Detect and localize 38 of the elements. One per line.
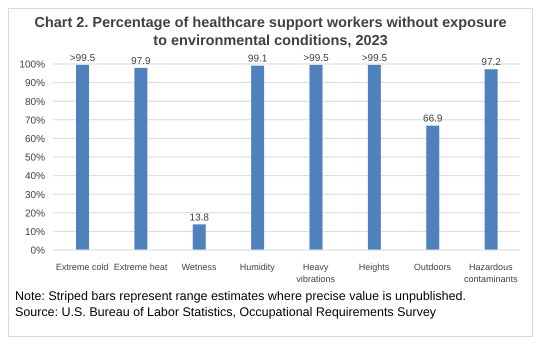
bar [134, 68, 148, 250]
y-tick-label: 0% [30, 246, 46, 257]
x-tick-label: Humidity [240, 262, 276, 272]
data-label: >99.5 [362, 52, 388, 64]
data-label: >99.5 [70, 52, 96, 64]
bar [368, 64, 381, 250]
bar [251, 66, 264, 250]
chart-title: Chart 2. Percentage of healthcare support workers without exposure to environmental conditions, 2023 [33, 14, 508, 50]
x-tick-label: Wetness [182, 262, 217, 272]
data-label: 13.8 [190, 212, 210, 224]
y-tick-label: 80% [24, 96, 46, 108]
data-label: 97.2 [481, 57, 502, 68]
data-label: >99.5 [303, 52, 330, 64]
bar [484, 69, 498, 250]
y-tick-label: 40% [24, 171, 46, 182]
y-tick-label: 70% [24, 115, 46, 126]
bar [192, 224, 206, 250]
data-label: 99.1 [248, 54, 268, 65]
x-tick-label: Hazardous contaminants [464, 262, 518, 284]
bar [76, 64, 89, 250]
y-tick-label: 20% [24, 208, 46, 220]
y-tick-label: 100% [19, 60, 46, 71]
bar [310, 64, 322, 250]
y-tick-label: 60% [24, 134, 46, 145]
source-note: Source: U.S. Bureau of Labor Statistics, Occupational Requirements Survey [15, 304, 438, 320]
y-tick-label: 90% [24, 78, 46, 90]
data-label: 97.9 [131, 56, 152, 67]
x-tick-label: Heavy vibrations [296, 262, 336, 284]
y-tick-label: 10% [24, 226, 46, 238]
bar [426, 126, 440, 250]
y-tick-label: 30% [24, 190, 46, 201]
x-tick-label: Heights [358, 262, 390, 272]
x-tick-label: Outdoors [414, 262, 452, 272]
y-tick-label: 50% [24, 152, 46, 164]
x-tick-label: Extreme cold [56, 262, 108, 272]
x-tick-label: Extreme heat [114, 262, 168, 272]
data-label: 66.9 [423, 114, 443, 125]
text: Note: Striped bars represent range estimates where precise value is unpublished. [15, 288, 467, 304]
